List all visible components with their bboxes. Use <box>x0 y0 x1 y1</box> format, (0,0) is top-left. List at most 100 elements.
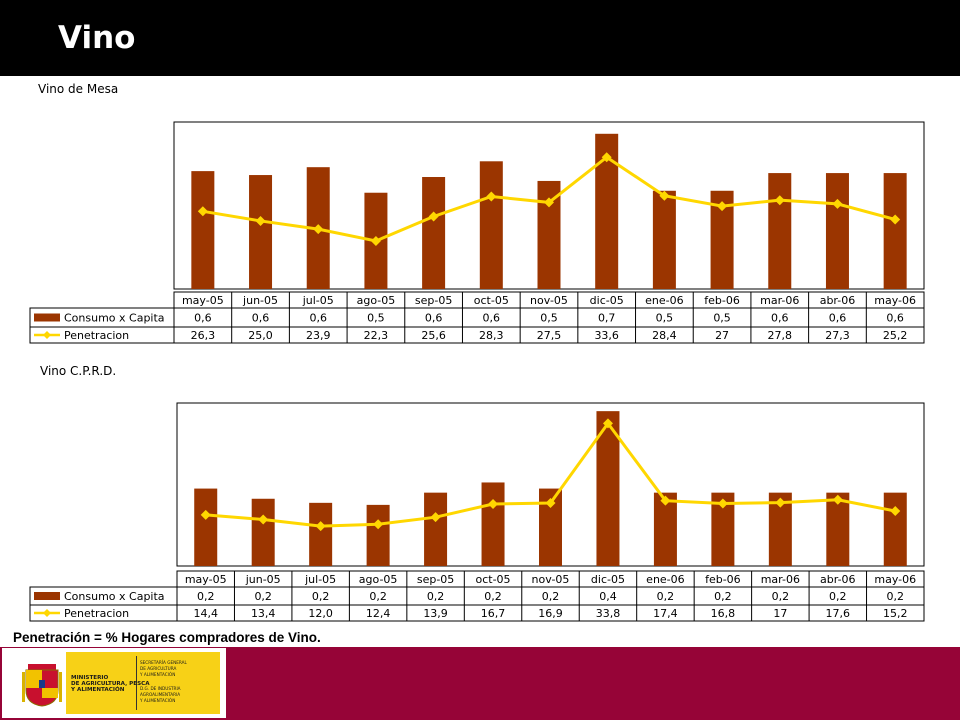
data-label-penetracion: 25,6 <box>421 329 446 342</box>
x-tick-label: ago-05 <box>357 294 396 307</box>
bar-consumo <box>653 492 677 566</box>
data-label-consumo: 0,5 <box>713 312 731 325</box>
penetration-note: Penetración = % Hogares compradores de V… <box>13 630 321 645</box>
data-label-penetracion: 27,3 <box>825 329 850 342</box>
data-label-consumo: 0,2 <box>887 590 905 603</box>
data-label-penetracion: 13,9 <box>423 607 448 620</box>
data-label-penetracion: 27 <box>715 329 729 342</box>
data-label-penetracion: 23,9 <box>306 329 331 342</box>
data-label-penetracion: 17,4 <box>653 607 678 620</box>
bar-consumo <box>768 173 792 289</box>
data-label-penetracion: 27,5 <box>537 329 562 342</box>
logo-line: DE AGRICULTURA <box>140 666 177 672</box>
legend-label-penetracion: Penetracion <box>64 329 129 342</box>
x-tick-label: jul-05 <box>302 294 334 307</box>
data-label-penetracion: 12,0 <box>308 607 333 620</box>
legend-label-consumo: Consumo x Capita <box>64 312 165 325</box>
bar-consumo <box>768 492 792 566</box>
data-label-penetracion: 16,8 <box>711 607 736 620</box>
logo-sub-text-2: D.G. DE INDUSTRIA AGROALIMENTARIA Y ALIM… <box>140 686 181 705</box>
point-penetracion <box>197 206 208 217</box>
logo-line: D.G. DE INDUSTRIA <box>140 686 181 691</box>
data-label-consumo: 0,6 <box>309 312 327 325</box>
header-bar <box>0 0 960 76</box>
x-tick-label: ene-06 <box>646 573 684 586</box>
point-penetracion <box>832 198 843 209</box>
point-penetracion <box>313 224 324 235</box>
data-label-penetracion: 33,6 <box>594 329 619 342</box>
data-label-penetracion: 27,8 <box>768 329 793 342</box>
point-penetracion <box>255 215 266 226</box>
logo-line: AGROALIMENTARIA <box>140 692 181 698</box>
point-penetracion <box>370 235 381 246</box>
point-penetracion <box>717 201 728 212</box>
data-label-consumo: 0,4 <box>599 590 617 603</box>
bar-consumo <box>883 173 907 289</box>
data-label-consumo: 0,6 <box>483 312 501 325</box>
bar-consumo <box>883 492 907 566</box>
x-tick-label: ene-06 <box>645 294 683 307</box>
x-tick-label: nov-05 <box>532 573 570 586</box>
data-label-penetracion: 12,4 <box>366 607 391 620</box>
x-tick-label: mar-06 <box>760 294 799 307</box>
page-title: Vino <box>58 20 136 56</box>
data-label-consumo: 0,2 <box>772 590 790 603</box>
data-label-consumo: 0,6 <box>194 312 212 325</box>
data-label-penetracion: 25,0 <box>248 329 273 342</box>
data-label-penetracion: 26,3 <box>191 329 216 342</box>
x-tick-label: sep-05 <box>417 573 454 586</box>
data-label-consumo: 0,5 <box>540 312 558 325</box>
bar-consumo <box>596 411 620 566</box>
data-label-consumo: 0,2 <box>714 590 732 603</box>
table-body <box>29 307 925 344</box>
data-label-consumo: 0,2 <box>254 590 272 603</box>
logo-line: Y ALIMENTACIÓN <box>71 687 125 694</box>
data-label-penetracion: 28,3 <box>479 329 504 342</box>
data-label-penetracion: 13,4 <box>251 607 276 620</box>
legend-key-consumo <box>34 592 60 600</box>
point-penetracion <box>373 519 384 530</box>
data-label-consumo: 0,2 <box>657 590 675 603</box>
chart-title-vino-de-mesa: Vino de Mesa <box>38 82 119 96</box>
point-penetracion <box>890 506 901 517</box>
legend-marker-penetracion <box>43 609 51 617</box>
data-label-consumo: 0,2 <box>312 590 330 603</box>
point-penetracion <box>660 495 671 506</box>
logo-line: SECRETARÍA GENERAL <box>140 660 187 665</box>
point-penetracion <box>430 512 441 523</box>
bar-consumo <box>595 133 619 289</box>
bar-consumo <box>710 190 734 289</box>
point-penetracion <box>774 195 785 206</box>
x-tick-label: jun-05 <box>242 294 278 307</box>
data-label-penetracion: 33,8 <box>596 607 621 620</box>
coat-of-arms-icon <box>22 664 62 707</box>
data-label-consumo: 0,7 <box>598 312 616 325</box>
x-tick-label: ago-05 <box>359 573 398 586</box>
point-penetracion <box>545 498 556 509</box>
point-penetracion <box>544 197 554 208</box>
point-penetracion <box>717 498 728 509</box>
x-tick-label: sep-05 <box>415 294 452 307</box>
point-penetracion <box>832 494 843 505</box>
point-penetracion <box>488 498 499 509</box>
x-tick-label: feb-06 <box>705 573 741 586</box>
data-label-penetracion: 28,4 <box>652 329 677 342</box>
data-label-penetracion: 17,6 <box>826 607 851 620</box>
data-label-penetracion: 16,7 <box>481 607 506 620</box>
bar-consumo <box>826 492 850 566</box>
logo-line: Y ALIMENTACIÓN <box>140 698 176 704</box>
bar-consumo <box>479 161 503 289</box>
data-label-consumo: 0,5 <box>656 312 674 325</box>
logo-divider <box>136 656 137 710</box>
data-label-consumo: 0,2 <box>369 590 387 603</box>
x-tick-label: jun-05 <box>245 573 281 586</box>
logo-line: MINISTERIO <box>71 675 109 681</box>
x-tick-label: may-06 <box>874 294 916 307</box>
x-tick-label: dic-05 <box>590 294 624 307</box>
point-penetracion <box>428 211 439 222</box>
point-penetracion <box>486 191 497 202</box>
point-penetracion <box>601 152 612 163</box>
x-tick-label: abr-06 <box>820 294 856 307</box>
x-tick-label: oct-05 <box>476 573 511 586</box>
